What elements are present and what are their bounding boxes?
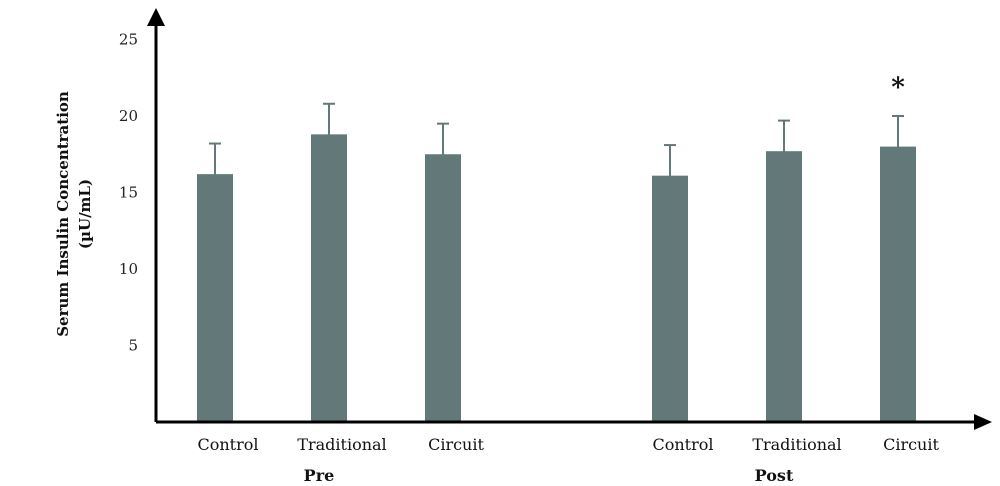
bar (311, 134, 347, 423)
axes-layer (147, 8, 992, 430)
y-tick-label: 15 (119, 184, 138, 202)
y-axis-arrow (147, 8, 165, 26)
y-tick-labels: 5 10 15 20 25 (119, 31, 138, 355)
x-group-label: Post (755, 466, 794, 485)
significance-marker: * (891, 73, 905, 103)
x-axis-arrow (974, 414, 992, 430)
category-labels: Control Traditional Circuit Pre Control Tradi… (197, 73, 939, 485)
y-tick-label: 5 (128, 337, 138, 355)
y-tick-label: 10 (119, 260, 138, 278)
y-axis-label: Serum Insulin Concentration (54, 91, 72, 337)
x-group-label: Pre (304, 466, 335, 485)
x-category-label: Traditional (752, 435, 841, 454)
x-category-label: Control (197, 435, 258, 454)
x-category-label: Circuit (883, 435, 939, 454)
y-axis-title: Serum Insulin Concentration (µU/mL) (54, 91, 94, 337)
bar (766, 151, 802, 422)
x-category-label: Traditional (297, 435, 386, 454)
bar (425, 154, 461, 422)
bars-layer (197, 102, 916, 423)
bar (880, 146, 916, 422)
x-category-label: Circuit (428, 435, 484, 454)
bar (652, 175, 688, 422)
x-category-label: Control (652, 435, 713, 454)
y-axis-unit: (µU/mL) (76, 179, 94, 249)
y-tick-label: 25 (119, 31, 138, 49)
bar (197, 174, 233, 422)
y-tick-label: 20 (119, 107, 138, 125)
